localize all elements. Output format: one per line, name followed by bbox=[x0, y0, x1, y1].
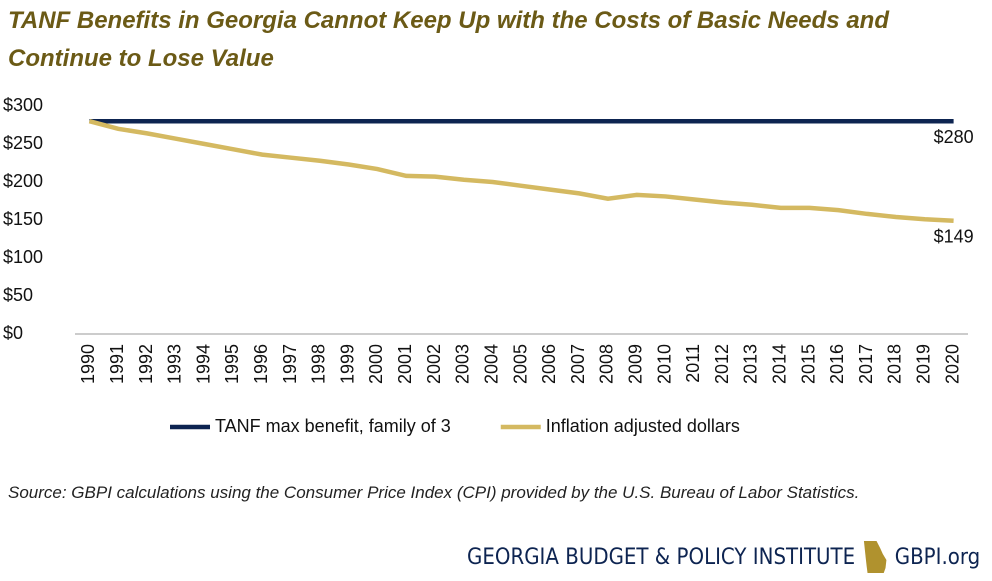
x-tick-label: 2003 bbox=[453, 344, 473, 384]
x-tick-label: 1992 bbox=[136, 344, 156, 384]
value-label: $149 bbox=[934, 227, 974, 247]
x-tick-label: 2020 bbox=[942, 344, 962, 384]
x-tick-label: 1997 bbox=[280, 344, 300, 384]
x-tick-label: 2002 bbox=[424, 344, 444, 384]
x-tick-label: 2012 bbox=[712, 344, 732, 384]
y-tick-label: $0 bbox=[3, 323, 23, 343]
x-tick-label: 2013 bbox=[741, 344, 761, 384]
chart: $0 $50 $100 $150 $200 $250 $300 1990 1991 1992 199… bbox=[3, 95, 974, 436]
y-tick-label: $100 bbox=[3, 247, 43, 267]
x-tick-label: 2016 bbox=[827, 344, 847, 384]
x-tick-label: 2010 bbox=[654, 344, 674, 384]
x-tick-label: 1999 bbox=[337, 344, 357, 384]
x-tick-label: 1998 bbox=[309, 344, 329, 384]
x-tick-label: 2008 bbox=[597, 344, 617, 384]
x-tick-label: 1991 bbox=[107, 344, 127, 384]
x-tick-label: 1995 bbox=[222, 344, 242, 384]
x-tick-label: 2019 bbox=[914, 344, 934, 384]
x-tick-label: 2006 bbox=[539, 344, 559, 384]
y-tick-label: $50 bbox=[3, 285, 33, 305]
footer-name: GEORGIA BUDGET & POLICY INSTITUTE bbox=[466, 544, 855, 570]
chart-title: TANF Benefits in Georgia Cannot Keep Up … bbox=[8, 7, 889, 72]
source-note: Source: GBPI calculations using the Cons… bbox=[8, 483, 860, 502]
x-tick-label: 1996 bbox=[251, 344, 271, 384]
x-tick-label: 2014 bbox=[770, 344, 790, 384]
legend-label: TANF max benefit, family of 3 bbox=[215, 416, 451, 436]
y-tick-label: $250 bbox=[3, 133, 43, 153]
legend-label: Inflation adjusted dollars bbox=[546, 416, 740, 436]
x-tick-label: 2004 bbox=[481, 344, 501, 384]
series-line bbox=[88, 119, 954, 224]
georgia-icon bbox=[863, 541, 887, 573]
x-tick-label: 2017 bbox=[856, 344, 876, 384]
x-tick-label: 2018 bbox=[885, 344, 905, 384]
x-tick-label: 1993 bbox=[165, 344, 185, 384]
x-tick-label: 2007 bbox=[568, 344, 588, 384]
x-tick-label: 2011 bbox=[683, 344, 703, 383]
footer-url: GBPI.org bbox=[894, 544, 980, 570]
x-tick-label: 2000 bbox=[366, 344, 386, 384]
x-tick-label: 1990 bbox=[78, 344, 98, 384]
y-tick-label: $300 bbox=[3, 95, 43, 115]
x-tick-label: 2009 bbox=[625, 344, 645, 384]
value-label: $280 bbox=[934, 127, 974, 147]
footer: GEORGIA BUDGET & POLICY INSTITUTE GBPI.o… bbox=[467, 540, 980, 574]
x-tick-label: 2001 bbox=[395, 344, 415, 384]
x-tick-label: 2015 bbox=[798, 344, 818, 384]
y-tick-label: $150 bbox=[3, 209, 43, 229]
x-tick-label: 1994 bbox=[193, 344, 213, 384]
x-tick-label: 2005 bbox=[510, 344, 530, 384]
y-tick-label: $200 bbox=[3, 171, 43, 191]
